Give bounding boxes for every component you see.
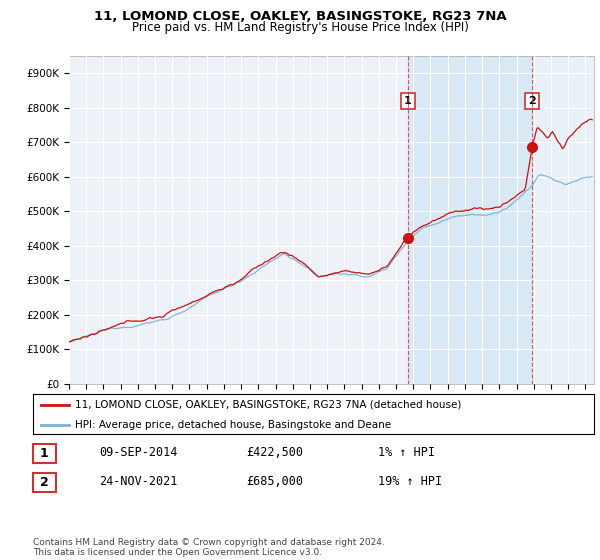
Text: 2: 2 xyxy=(40,475,49,489)
Bar xyxy=(532,56,594,384)
Text: 1% ↑ HPI: 1% ↑ HPI xyxy=(378,446,435,459)
Text: Price paid vs. HM Land Registry's House Price Index (HPI): Price paid vs. HM Land Registry's House … xyxy=(131,21,469,34)
Text: £422,500: £422,500 xyxy=(246,446,303,459)
Text: 09-SEP-2014: 09-SEP-2014 xyxy=(99,446,178,459)
Text: £685,000: £685,000 xyxy=(246,475,303,488)
Text: 11, LOMOND CLOSE, OAKLEY, BASINGSTOKE, RG23 7NA (detached house): 11, LOMOND CLOSE, OAKLEY, BASINGSTOKE, R… xyxy=(75,400,461,410)
Text: 1: 1 xyxy=(40,446,49,460)
Text: HPI: Average price, detached house, Basingstoke and Deane: HPI: Average price, detached house, Basi… xyxy=(75,420,391,430)
Text: 19% ↑ HPI: 19% ↑ HPI xyxy=(378,475,442,488)
Bar xyxy=(408,56,532,384)
Text: 24-NOV-2021: 24-NOV-2021 xyxy=(99,475,178,488)
Text: 11, LOMOND CLOSE, OAKLEY, BASINGSTOKE, RG23 7NA: 11, LOMOND CLOSE, OAKLEY, BASINGSTOKE, R… xyxy=(94,10,506,23)
Text: Contains HM Land Registry data © Crown copyright and database right 2024.
This d: Contains HM Land Registry data © Crown c… xyxy=(33,538,385,557)
Text: 1: 1 xyxy=(404,96,412,106)
Text: 2: 2 xyxy=(528,96,536,106)
